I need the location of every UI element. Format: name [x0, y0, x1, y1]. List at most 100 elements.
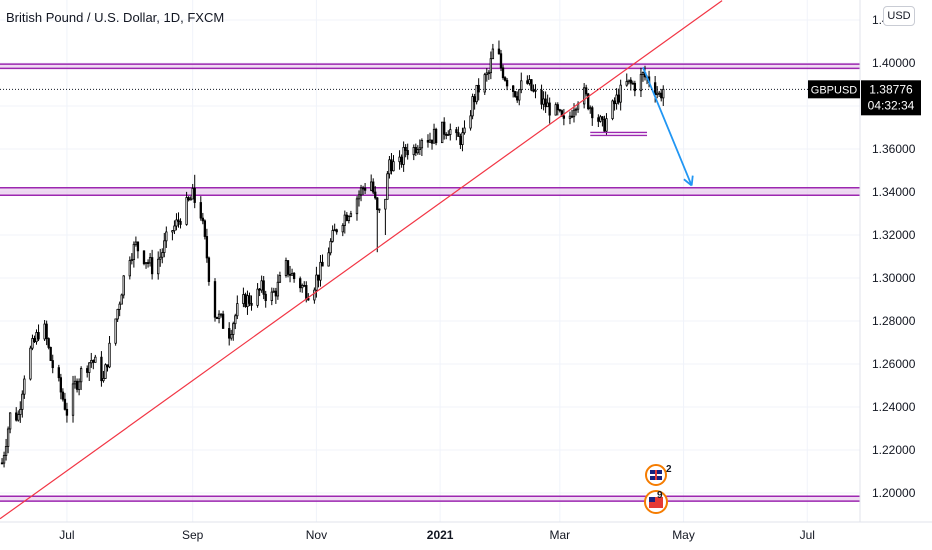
candle-body [471, 96, 474, 117]
candle-body [631, 82, 634, 85]
candle-body [370, 181, 373, 191]
candle-body [108, 342, 111, 368]
candle-body [388, 159, 391, 175]
candle-body [270, 291, 273, 301]
candle-body [516, 96, 519, 101]
zones [0, 63, 860, 502]
candle-body [77, 381, 81, 390]
candle-body [572, 109, 576, 118]
candle-body [347, 216, 351, 221]
candle-body [278, 275, 282, 283]
candle-body [613, 100, 616, 105]
candle-body [313, 289, 316, 301]
candle-body [662, 88, 665, 99]
candle-body [63, 398, 67, 410]
candle-body [136, 241, 140, 252]
candle-body [319, 261, 322, 281]
x-tick-label: Jul [800, 528, 815, 542]
candle-body [461, 132, 464, 146]
x-tick-label: May [672, 528, 695, 542]
candle-body [534, 89, 537, 92]
candle-body [116, 308, 119, 320]
candle-body [17, 414, 20, 421]
x-axis-ticks: Jul Sep Nov 2021 Mar May Jul [59, 528, 815, 542]
candle-body [416, 149, 419, 154]
chart-title: British Pound / U.S. Dollar, 1D, FXCM [6, 10, 224, 25]
candle-body [187, 197, 190, 201]
us-event-count: 9 [657, 490, 663, 501]
candle-body [639, 74, 643, 92]
candle-body [256, 288, 259, 306]
candle-body [106, 364, 109, 368]
candle-body [530, 79, 533, 91]
candle-body [61, 391, 65, 400]
candle-body [114, 318, 117, 344]
candle-body [376, 197, 379, 210]
candle-body [485, 72, 488, 76]
candle-body [35, 332, 38, 343]
candle-body [284, 260, 288, 276]
candle-body [357, 194, 361, 200]
candle-body [331, 230, 334, 242]
candle-body [544, 98, 547, 108]
candle-body [434, 128, 438, 144]
candle-body [75, 380, 79, 390]
candle-body [653, 82, 657, 96]
candle-body [402, 146, 405, 165]
candle-body [299, 278, 302, 289]
candle-body [201, 217, 204, 222]
candle-body [386, 173, 389, 200]
candle-body [221, 313, 225, 329]
economic-event-flags[interactable]: 2 9 [644, 464, 672, 514]
candle-body [157, 258, 160, 275]
candle-body [329, 240, 332, 254]
candle-body [420, 140, 424, 149]
candle-body [134, 241, 138, 245]
candle-body [2, 455, 6, 464]
candle-body [457, 132, 460, 137]
candle-body [345, 214, 349, 221]
candle-body [412, 147, 415, 156]
candle-body [90, 360, 93, 364]
candle-body [148, 257, 152, 264]
trendline [0, 0, 723, 520]
candle-body [234, 315, 237, 325]
candle-body [232, 323, 235, 335]
last-price-value: 1.38776 [869, 82, 913, 96]
currency-button[interactable]: USD [883, 6, 915, 26]
y-tick-label: 1.22000 [872, 443, 916, 457]
candle-body [511, 85, 515, 92]
candle-body [161, 252, 164, 258]
candle-body [43, 323, 46, 340]
candle-body [307, 298, 310, 301]
candle-body [633, 82, 637, 92]
candle-body [23, 378, 26, 395]
candle-body [47, 338, 50, 348]
candle-body [51, 360, 54, 369]
axes [0, 0, 932, 523]
zone-fill [0, 496, 860, 502]
candle-body [491, 48, 495, 60]
candle-body [658, 92, 661, 95]
candle-body [363, 187, 367, 191]
last-price-bg [861, 80, 921, 116]
candle-body [274, 290, 278, 297]
candle-body [193, 187, 196, 203]
candle-body [432, 128, 436, 144]
candle-body [392, 161, 395, 172]
candle-body [288, 273, 292, 276]
candle-body [406, 150, 409, 156]
candle-body [217, 313, 221, 319]
candle-body [8, 412, 12, 430]
candle-body [21, 393, 24, 410]
candle-body [104, 364, 107, 379]
candle-body [430, 139, 434, 144]
candle-body [378, 208, 381, 211]
y-tick-label: 1.28000 [872, 314, 916, 328]
candle-body [262, 280, 265, 295]
candle-body [343, 214, 346, 226]
candle-body [230, 334, 233, 339]
candle-body [236, 303, 239, 317]
